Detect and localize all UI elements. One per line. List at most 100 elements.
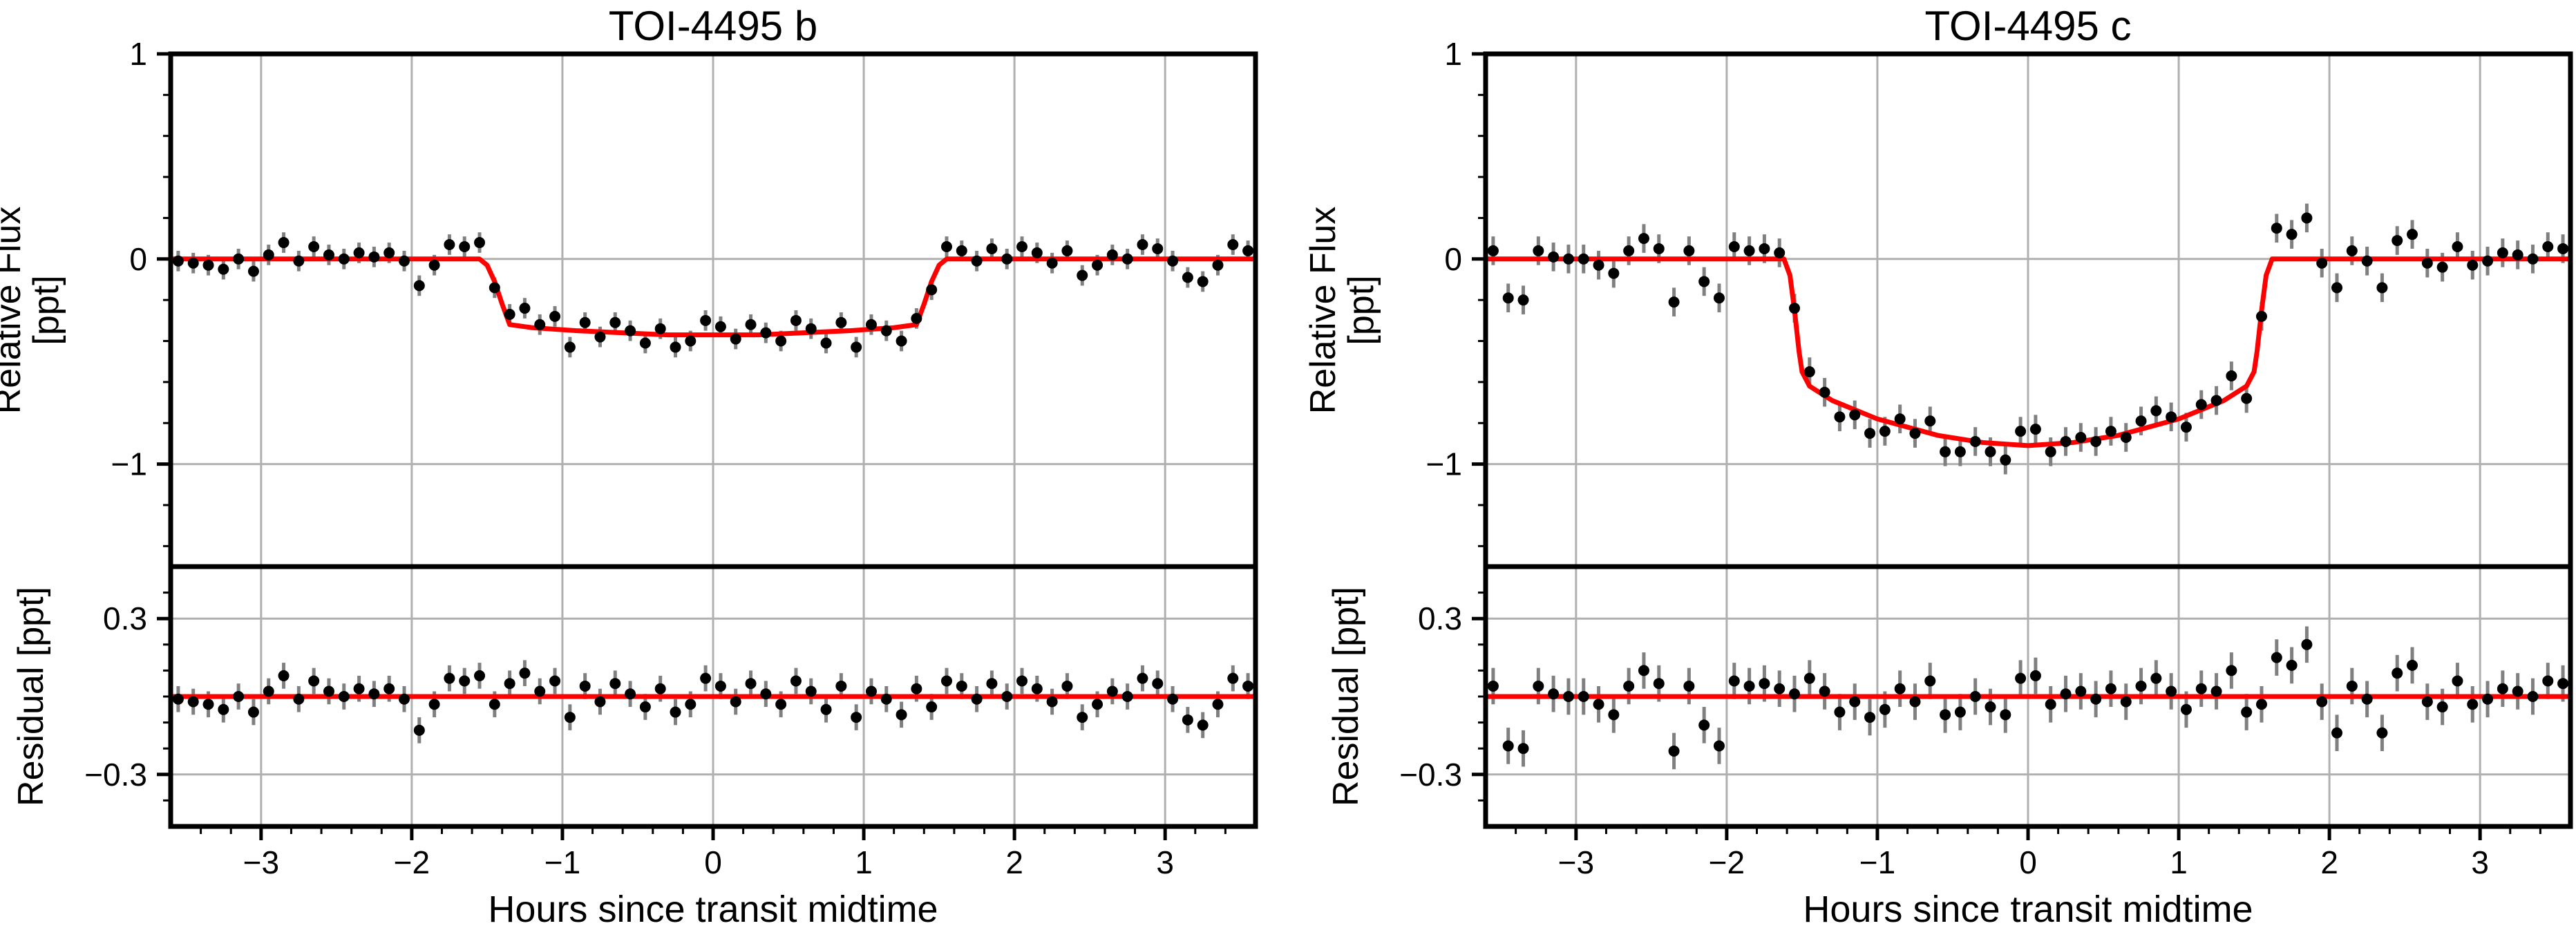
x-tick-label: 0 bbox=[2019, 844, 2037, 880]
data-point bbox=[1638, 665, 1649, 676]
data-point bbox=[2000, 709, 2011, 721]
data-point bbox=[1638, 233, 1649, 245]
data-point bbox=[293, 255, 305, 267]
data-point bbox=[2316, 696, 2328, 708]
data-point bbox=[2527, 691, 2539, 702]
data-point bbox=[1759, 243, 1770, 254]
data-point bbox=[2497, 247, 2508, 258]
data-point bbox=[1152, 678, 1164, 690]
data-point bbox=[1182, 714, 1193, 726]
data-point bbox=[202, 259, 214, 271]
data-point bbox=[745, 678, 757, 690]
data-point bbox=[1487, 245, 1499, 256]
data-point bbox=[2241, 706, 2253, 718]
data-point bbox=[1940, 709, 1951, 721]
data-point bbox=[1578, 253, 1589, 265]
data-point bbox=[2045, 699, 2056, 710]
data-point bbox=[594, 696, 606, 708]
data-point bbox=[1924, 675, 1936, 687]
data-point bbox=[308, 675, 320, 687]
x-tick-label: −1 bbox=[544, 844, 580, 880]
data-point bbox=[1954, 446, 1966, 457]
data-point bbox=[233, 691, 245, 702]
data-point bbox=[172, 255, 184, 267]
data-point bbox=[2120, 432, 2132, 444]
data-point bbox=[609, 316, 621, 328]
data-point bbox=[2105, 426, 2116, 437]
data-point bbox=[986, 678, 998, 690]
data-point bbox=[1743, 245, 1755, 256]
data-point bbox=[1106, 249, 1118, 261]
data-point bbox=[1803, 366, 1815, 378]
x-tick-label: −1 bbox=[1859, 844, 1895, 880]
data-point bbox=[2180, 422, 2192, 433]
data-point bbox=[2241, 392, 2253, 404]
data-point bbox=[1698, 276, 1710, 287]
x-tick-label: −3 bbox=[243, 844, 279, 880]
data-point bbox=[504, 678, 515, 690]
data-point bbox=[625, 325, 636, 337]
data-point bbox=[2376, 727, 2388, 739]
data-point bbox=[1593, 699, 1604, 710]
y-tick-label: 0 bbox=[129, 241, 147, 277]
data-point bbox=[2000, 454, 2011, 466]
data-point bbox=[2015, 672, 2027, 684]
data-point bbox=[2286, 659, 2298, 671]
data-point bbox=[625, 688, 636, 700]
data-point bbox=[1061, 680, 1073, 692]
data-point bbox=[1728, 240, 1740, 252]
data-point bbox=[1819, 386, 1830, 398]
data-point bbox=[670, 706, 681, 718]
data-point bbox=[1849, 696, 1861, 708]
data-point bbox=[2331, 282, 2343, 294]
x-tick-label: 2 bbox=[1005, 844, 1023, 880]
x-axis-label: Hours since transit midtime bbox=[488, 889, 938, 928]
data-point bbox=[413, 280, 425, 292]
y-tick-label: −0.3 bbox=[84, 757, 147, 793]
data-point bbox=[2075, 685, 2087, 697]
data-point bbox=[2436, 261, 2448, 273]
data-point bbox=[2150, 405, 2162, 417]
data-point bbox=[338, 253, 350, 265]
data-point bbox=[519, 667, 531, 679]
data-point bbox=[2346, 245, 2358, 256]
chart-title: TOI-4495 c bbox=[1924, 3, 2131, 49]
data-point bbox=[1608, 267, 1620, 279]
data-point bbox=[444, 239, 455, 251]
data-point bbox=[2135, 415, 2147, 427]
data-point bbox=[654, 323, 666, 334]
data-point bbox=[639, 701, 651, 713]
data-point bbox=[323, 249, 334, 261]
data-point bbox=[685, 335, 697, 347]
data-point bbox=[1562, 253, 1574, 265]
data-point bbox=[1969, 435, 1981, 447]
y-tick-label: −1 bbox=[111, 446, 147, 482]
data-point bbox=[986, 243, 998, 254]
data-point bbox=[2421, 257, 2433, 269]
data-point bbox=[187, 257, 199, 269]
y-tick-label: 1 bbox=[1444, 36, 1462, 72]
data-point bbox=[865, 685, 877, 697]
data-point bbox=[1092, 699, 1104, 710]
data-point bbox=[247, 265, 259, 277]
data-point bbox=[1548, 251, 1560, 263]
data-point bbox=[1713, 740, 1725, 752]
data-point bbox=[1533, 245, 1544, 256]
data-point bbox=[1182, 272, 1193, 283]
x-tick-label: −2 bbox=[1709, 844, 1745, 880]
data-point bbox=[2226, 665, 2237, 676]
data-point bbox=[714, 321, 726, 332]
data-point bbox=[760, 688, 772, 700]
data-point bbox=[413, 724, 425, 736]
data-point bbox=[579, 316, 591, 328]
data-point bbox=[654, 683, 666, 694]
data-point bbox=[1954, 706, 1966, 718]
data-point bbox=[534, 319, 546, 330]
data-point bbox=[1713, 292, 1725, 304]
data-point bbox=[398, 693, 410, 705]
data-point bbox=[323, 685, 334, 697]
data-point bbox=[2331, 727, 2343, 739]
y-tick-label: 1 bbox=[129, 36, 147, 72]
data-point bbox=[1774, 683, 1786, 694]
data-point bbox=[2060, 688, 2072, 700]
